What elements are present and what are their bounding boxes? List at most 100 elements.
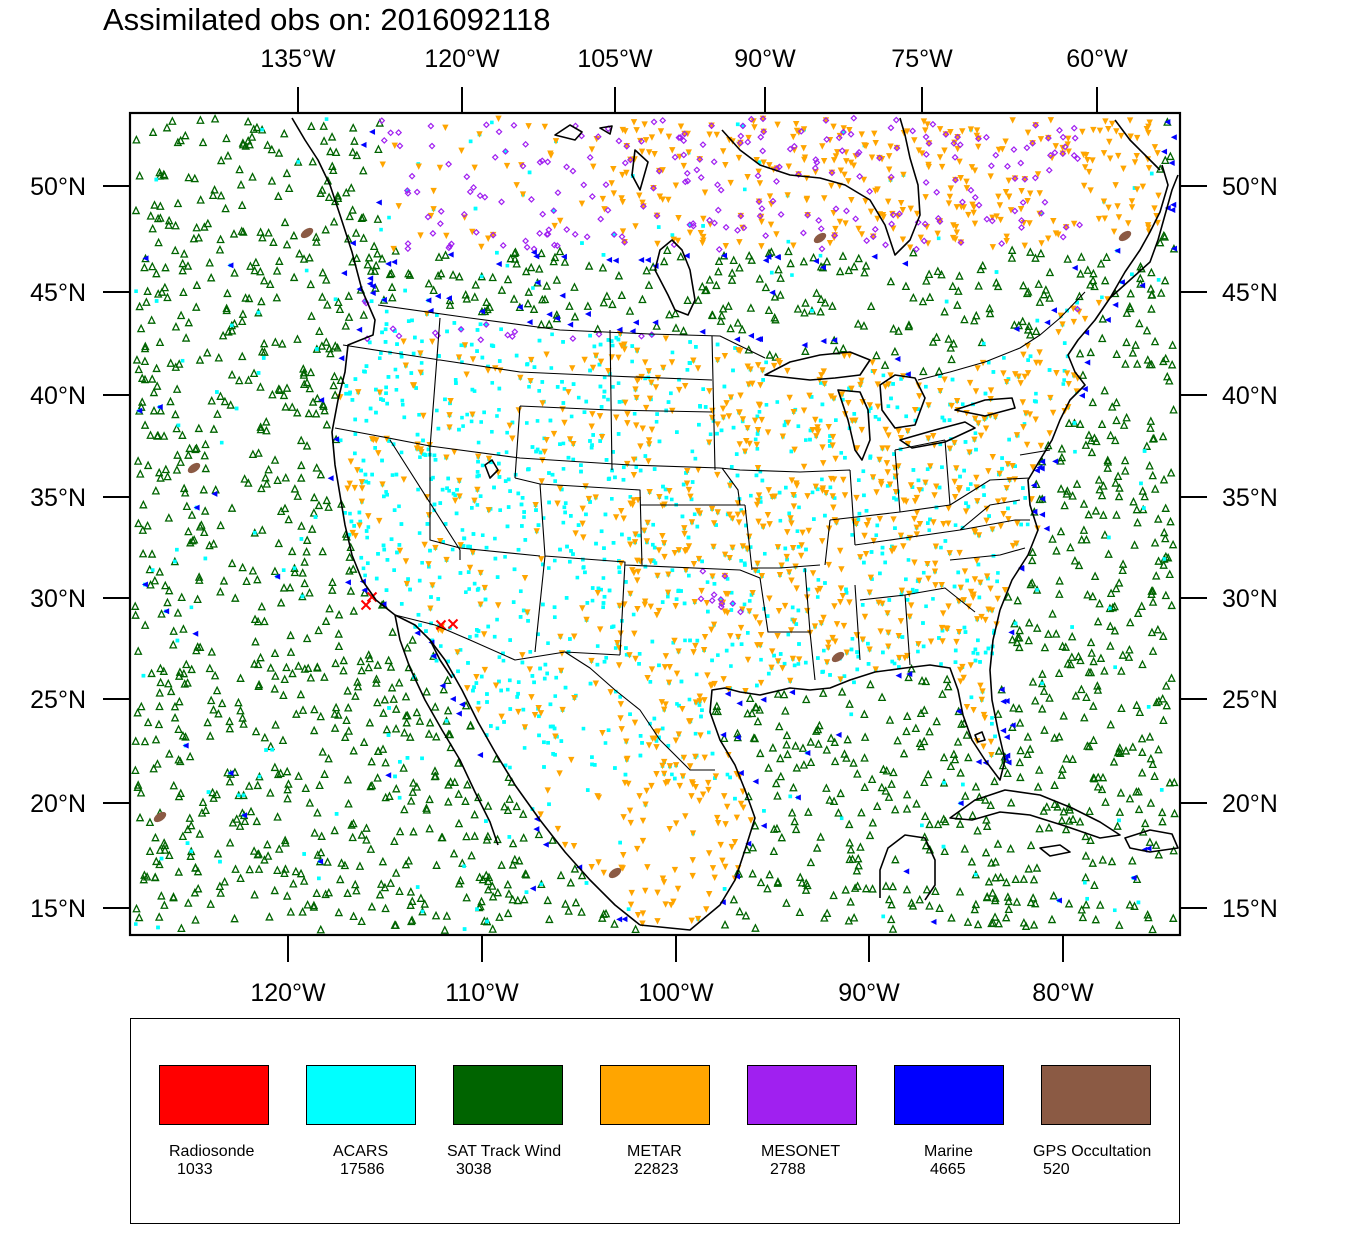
acars-mark bbox=[742, 561, 747, 566]
sat-track-wind-mark bbox=[385, 791, 394, 800]
acars-mark bbox=[700, 708, 704, 712]
sat-track-wind-mark bbox=[801, 298, 810, 307]
sat-track-wind-mark bbox=[174, 359, 184, 368]
metar-mark bbox=[588, 863, 595, 871]
sat-track-wind-mark bbox=[1078, 370, 1088, 379]
sat-track-wind-mark bbox=[156, 405, 166, 415]
metar-mark bbox=[723, 400, 730, 407]
sat-track-wind-mark bbox=[1007, 253, 1017, 262]
acars-mark bbox=[523, 538, 528, 542]
sat-track-wind-mark bbox=[1064, 816, 1074, 825]
sat-track-wind-mark bbox=[132, 903, 141, 913]
sat-track-wind-mark bbox=[866, 679, 875, 689]
metar-mark bbox=[662, 901, 669, 908]
metar-mark bbox=[706, 388, 713, 395]
sat-track-wind-mark bbox=[512, 259, 521, 268]
metar-mark bbox=[568, 756, 575, 764]
sat-track-wind-mark bbox=[1109, 757, 1119, 766]
sat-track-wind-mark bbox=[226, 400, 235, 409]
sat-track-wind-mark bbox=[1135, 707, 1145, 717]
acars-mark bbox=[672, 776, 677, 781]
acars-mark bbox=[381, 543, 386, 548]
sat-track-wind-mark bbox=[160, 170, 169, 180]
sat-track-wind-mark bbox=[369, 241, 379, 251]
sat-track-wind-mark bbox=[610, 919, 619, 928]
sat-track-wind-mark bbox=[495, 912, 504, 921]
acars-mark bbox=[455, 487, 459, 492]
sat-track-wind-mark bbox=[608, 299, 617, 309]
sat-track-wind-mark bbox=[322, 495, 332, 505]
metar-mark bbox=[358, 479, 366, 486]
sat-track-wind-mark bbox=[973, 826, 982, 835]
metar-mark bbox=[867, 574, 875, 581]
metar-mark bbox=[1128, 204, 1136, 211]
metar-mark bbox=[686, 763, 694, 770]
acars-mark bbox=[598, 384, 603, 389]
sat-track-wind-mark bbox=[385, 269, 395, 279]
metar-mark bbox=[655, 547, 663, 554]
acars-mark bbox=[887, 598, 892, 602]
sat-track-wind-mark bbox=[1124, 652, 1134, 661]
metar-mark bbox=[947, 185, 955, 192]
metar-mark bbox=[913, 494, 920, 502]
acars-mark bbox=[561, 441, 566, 446]
acars-mark bbox=[626, 907, 631, 912]
acars-mark bbox=[783, 420, 788, 424]
metar-mark bbox=[710, 621, 718, 629]
acars-mark bbox=[783, 485, 788, 490]
metar-mark bbox=[660, 540, 668, 547]
sat-track-wind-mark bbox=[287, 402, 297, 411]
acars-mark bbox=[475, 474, 480, 479]
sat-track-wind-mark bbox=[1137, 601, 1146, 610]
acars-mark bbox=[514, 353, 519, 358]
metar-mark bbox=[895, 632, 902, 640]
sat-track-wind-mark bbox=[351, 691, 360, 700]
metar-mark bbox=[769, 493, 776, 501]
metar-mark bbox=[661, 664, 669, 671]
sat-track-wind-mark bbox=[344, 799, 353, 808]
metar-mark bbox=[899, 236, 907, 243]
sat-track-wind-mark bbox=[1016, 772, 1025, 782]
sat-track-wind-mark bbox=[1140, 818, 1150, 828]
sat-track-wind-mark bbox=[330, 723, 340, 732]
metar-mark bbox=[627, 590, 634, 598]
sat-track-wind-mark bbox=[252, 122, 262, 132]
acars-mark bbox=[890, 659, 895, 664]
sat-track-wind-mark bbox=[259, 275, 269, 285]
sat-track-wind-mark bbox=[545, 914, 554, 924]
sat-track-wind-mark bbox=[769, 824, 779, 833]
sat-track-wind-mark bbox=[373, 697, 382, 707]
metar-mark bbox=[825, 644, 832, 651]
acars-mark bbox=[456, 669, 460, 674]
sat-track-wind-mark bbox=[506, 253, 515, 263]
sat-track-wind-mark bbox=[982, 821, 992, 830]
metar-mark bbox=[938, 624, 946, 632]
metar-mark bbox=[971, 436, 978, 444]
sat-track-wind-mark bbox=[454, 818, 464, 828]
acars-mark bbox=[643, 564, 648, 569]
metar-mark bbox=[830, 504, 837, 511]
acars-mark bbox=[617, 400, 622, 404]
sat-track-wind-mark bbox=[960, 314, 969, 324]
metar-mark bbox=[429, 582, 436, 589]
sat-track-wind-mark bbox=[770, 292, 780, 301]
metar-mark bbox=[686, 229, 694, 237]
sat-track-wind-mark bbox=[614, 270, 624, 280]
sat-track-wind-mark bbox=[284, 514, 293, 524]
sat-track-wind-mark bbox=[140, 620, 150, 629]
sat-track-wind-mark bbox=[240, 816, 250, 826]
sat-track-wind-mark bbox=[266, 788, 275, 797]
metar-mark bbox=[557, 633, 564, 641]
acars-mark bbox=[596, 586, 601, 591]
sat-track-wind-mark bbox=[320, 405, 329, 415]
sat-track-wind-mark bbox=[484, 884, 493, 894]
acars-mark bbox=[525, 362, 529, 367]
acars-mark bbox=[1006, 506, 1010, 511]
acars-mark bbox=[581, 726, 586, 731]
acars-mark bbox=[452, 321, 457, 325]
metar-mark bbox=[700, 215, 707, 223]
acars-mark bbox=[438, 501, 443, 505]
metar-mark bbox=[1154, 150, 1161, 157]
sat-track-wind-mark bbox=[834, 808, 843, 817]
metar-mark bbox=[853, 494, 860, 502]
